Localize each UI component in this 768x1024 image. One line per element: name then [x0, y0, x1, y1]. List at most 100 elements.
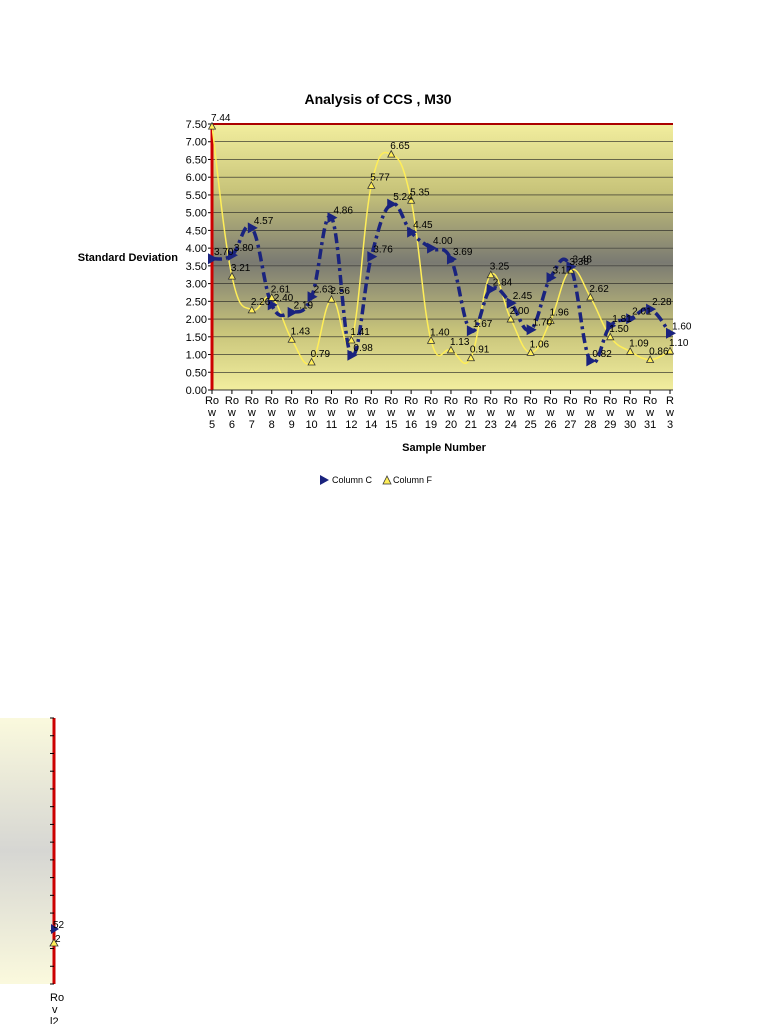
x-tick-label: 3 [667, 419, 673, 431]
y-tick-label: 4.00 [186, 243, 207, 255]
x-tick-label: Ro [643, 395, 657, 407]
x-tick-label: w [287, 407, 296, 419]
column-f-point [207, 121, 217, 130]
column-c-data-label: 3.48 [572, 255, 592, 266]
x-tick-label: Ro [583, 395, 597, 407]
gridlines [212, 141, 673, 373]
x-tick-label: Ro [324, 395, 338, 407]
legend-column-c-marker [320, 475, 329, 485]
x-tick-label: w [526, 407, 535, 419]
column-f-point [645, 355, 655, 363]
x-axis-title: Sample Number [402, 442, 486, 454]
legend-column-f-marker [382, 475, 392, 485]
column-f-data-label: 1.06 [530, 339, 550, 350]
column-f-point [267, 293, 276, 301]
column-f-data-label: 2.00 [510, 306, 530, 317]
column-f-data-label: 1.09 [629, 338, 649, 349]
y-tick-label: 1.00 [186, 350, 207, 362]
column-f-data-label: 0.79 [311, 349, 331, 360]
column-c-point [606, 320, 617, 332]
x-tick-label: 31 [644, 419, 656, 431]
fragment-label-1: 52 [53, 920, 65, 931]
column-f-data-label: 1.40 [430, 327, 450, 338]
x-tick-label: Ro [205, 395, 219, 407]
column-f-point [227, 271, 237, 280]
x-tick-label: 14 [365, 419, 377, 431]
y-tick-label: 3.00 [186, 279, 207, 291]
column-c-data-label: 2.40 [274, 293, 294, 304]
x-tick-label: w [406, 407, 415, 419]
column-f-data-label: 1.41 [350, 327, 370, 338]
column-f-point [307, 357, 316, 366]
column-c-point [586, 355, 597, 367]
x-tick-label: w [466, 407, 475, 419]
x-tick-label: w [565, 407, 574, 419]
y-tick-label: 6.50 [186, 154, 207, 166]
y-tick-label: 5.00 [186, 208, 207, 220]
column-c-point [546, 272, 557, 284]
column-f-data-label: 2.61 [271, 284, 291, 295]
fragment-category-line-3: l2 [50, 1016, 59, 1024]
x-tick-label: w [267, 407, 276, 419]
x-tick-label: 5 [209, 419, 215, 431]
column-c-data-label: 3.70 [214, 247, 234, 258]
column-c-data-label: 4.00 [433, 236, 453, 247]
column-f-data-label: 2.26 [251, 297, 271, 308]
y-tick-label: 2.00 [186, 314, 207, 326]
x-axis-ticks: Row5Row6Row7Row8Row9Row10Row11Row12Row14… [205, 390, 674, 431]
x-tick-label: Ro [484, 395, 498, 407]
x-tick-label: 29 [604, 419, 616, 431]
x-tick-label: Ro [444, 395, 458, 407]
column-c-point [307, 291, 318, 303]
column-f-point [406, 195, 416, 204]
y-tick-label: 1.50 [186, 332, 207, 344]
x-tick-label: Ro [424, 395, 438, 407]
x-tick-label: 7 [249, 419, 255, 431]
column-c-point [347, 349, 358, 361]
x-tick-label: Ro [364, 395, 378, 407]
x-tick-label: 30 [624, 419, 636, 431]
x-tick-label: w [247, 407, 256, 419]
x-tick-label: w [386, 407, 395, 419]
column-f-point [387, 149, 396, 158]
column-f-point [426, 336, 436, 344]
column-f-point [347, 335, 356, 344]
column-c-data-label: 2.19 [294, 300, 314, 311]
x-tick-label: 9 [289, 419, 295, 431]
column-c-point [446, 253, 457, 265]
x-tick-label: Ro [504, 395, 518, 407]
x-tick-label: Ro [524, 395, 538, 407]
x-tick-label: w [366, 407, 375, 419]
y-tick-label: 5.50 [186, 190, 207, 202]
column-c-data-label: 2.28 [652, 297, 672, 308]
column-f-data-label: 3.21 [231, 263, 251, 274]
column-f-data-label: 3.25 [490, 262, 510, 273]
x-tick-label: w [645, 407, 654, 419]
x-tick-label: 6 [229, 419, 235, 431]
x-tick-label: w [327, 407, 336, 419]
x-tick-label: w [307, 407, 316, 419]
y-tick-label: 2.50 [186, 296, 207, 308]
fragment-label-2: 2 [55, 934, 61, 945]
x-tick-label: 26 [544, 419, 556, 431]
column-c-data-label: 4.57 [254, 216, 274, 227]
column-f-data-label: 0.86 [649, 346, 669, 357]
x-tick-label: Ro [344, 395, 358, 407]
column-f-point [626, 346, 635, 355]
column-c-data-label: 1.60 [672, 321, 692, 332]
second-chart-fragment: 52 2 Ro v l2 [0, 717, 65, 1024]
series-column-f-labels: 7.44 3.21 2.262.61 1.43 0.79 2.56 1.41 5.77 6.65… [211, 113, 689, 360]
column-f-data-label: 1.50 [609, 324, 629, 335]
column-c-point [646, 303, 657, 315]
column-c-point [566, 261, 577, 273]
column-f-point [486, 270, 495, 279]
column-f-data-label: 1.10 [669, 338, 689, 349]
fragment-y-ticks [50, 717, 54, 985]
column-f-data-label: 7.44 [211, 113, 231, 124]
x-tick-label: Ro [464, 395, 478, 407]
x-tick-label: 11 [326, 419, 337, 431]
column-f-point [606, 332, 615, 341]
x-tick-label: R [666, 395, 674, 407]
column-f-point [466, 353, 476, 362]
x-tick-label: 23 [485, 419, 497, 431]
